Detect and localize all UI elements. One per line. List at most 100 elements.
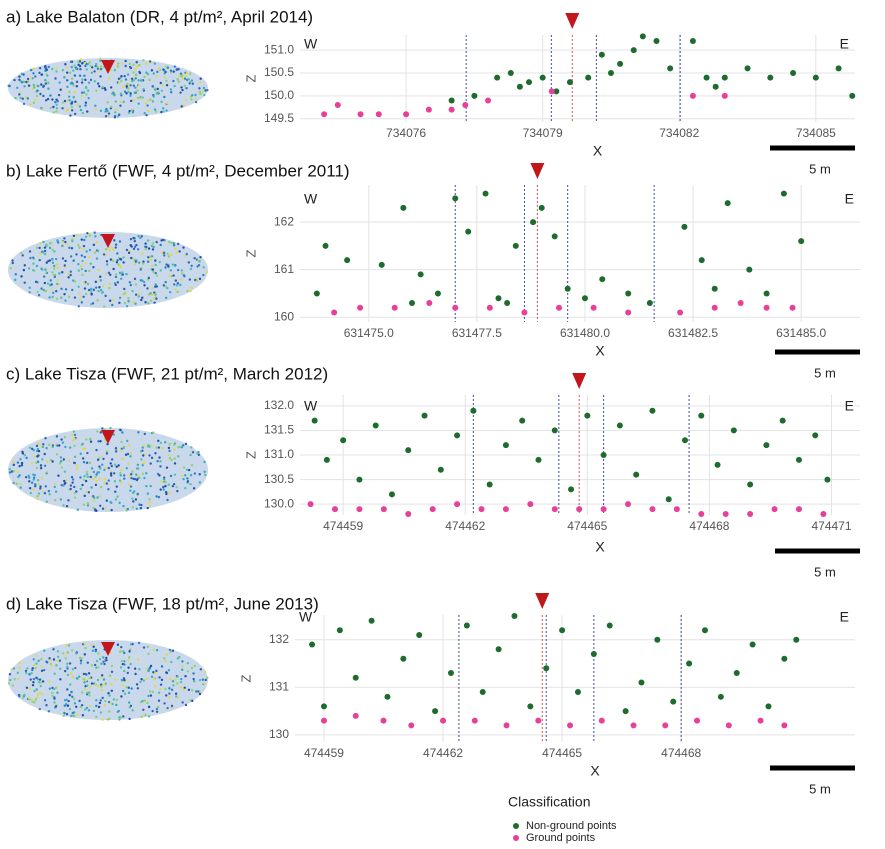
point-cloud-dot <box>131 491 135 494</box>
point-cloud-dot <box>120 468 123 471</box>
point-cloud-dot <box>27 267 31 270</box>
point-cloud-dot <box>44 79 47 82</box>
point-cloud-dot <box>130 473 133 476</box>
point-cloud-dot <box>159 81 162 85</box>
point-cloud-dot <box>119 257 122 261</box>
point-cloud-dot <box>186 480 190 483</box>
point-cloud-dot <box>190 688 194 692</box>
point-cloud-dot <box>76 103 79 106</box>
data-point <box>516 83 523 90</box>
point-cloud-dot <box>123 477 126 480</box>
point-cloud-dot <box>146 239 150 242</box>
point-cloud-dot <box>63 479 66 483</box>
data-point <box>432 708 439 715</box>
point-cloud-dot <box>37 483 41 486</box>
point-cloud-dot <box>176 242 180 246</box>
point-cloud-dot <box>42 443 45 446</box>
point-cloud-dot <box>39 466 43 470</box>
data-point <box>585 74 592 81</box>
point-cloud-dot <box>171 649 175 652</box>
point-cloud-dot <box>165 694 168 697</box>
point-cloud-dot <box>162 486 165 489</box>
point-cloud-dot <box>23 264 26 267</box>
point-cloud-dot <box>73 296 77 299</box>
point-cloud-dot <box>150 444 153 447</box>
point-cloud-dot <box>58 272 61 275</box>
data-point <box>617 60 624 67</box>
point-cloud-dot <box>121 689 125 693</box>
point-cloud-dot <box>44 82 47 85</box>
point-cloud-dot <box>179 278 182 281</box>
point-cloud-dot <box>40 287 43 290</box>
point-cloud-dot <box>78 105 82 108</box>
point-cloud-dot <box>169 253 173 257</box>
point-cloud-dot <box>36 455 39 458</box>
point-cloud-dot <box>132 84 136 87</box>
point-cloud-dot <box>32 448 35 452</box>
point-cloud-dot <box>189 453 192 457</box>
point-cloud-dot <box>99 440 102 443</box>
data-point <box>681 223 688 230</box>
y-tick-label: 150.5 <box>264 65 294 79</box>
point-cloud-dot <box>152 270 155 274</box>
point-cloud-dot <box>16 671 20 675</box>
point-cloud-dot <box>79 705 83 709</box>
point-cloud-dot <box>155 91 159 95</box>
point-cloud-dot <box>80 238 83 241</box>
point-cloud-dot <box>131 506 135 509</box>
data-point <box>548 88 555 95</box>
data-point <box>454 501 461 508</box>
data-point <box>323 456 330 463</box>
point-cloud-dot <box>70 102 73 105</box>
x-axis-label: X <box>595 539 605 555</box>
point-cloud-dot <box>113 480 117 483</box>
data-point <box>733 670 740 677</box>
point-cloud-dot <box>77 305 81 308</box>
point-cloud-dot <box>164 280 167 284</box>
point-cloud-dot <box>80 267 84 271</box>
point-cloud-dot <box>111 702 114 706</box>
point-cloud-dot <box>119 104 122 107</box>
point-cloud-dot <box>65 712 69 716</box>
point-cloud-dot <box>33 689 36 693</box>
point-cloud-dot <box>96 67 100 70</box>
point-cloud-dot <box>185 87 188 90</box>
point-cloud-dot <box>44 69 47 72</box>
data-point <box>646 299 653 306</box>
point-cloud-dot <box>184 675 187 678</box>
point-cloud-dot <box>49 94 52 97</box>
point-cloud-dot <box>101 507 105 510</box>
point-cloud-dot <box>115 107 118 111</box>
point-cloud-dot <box>39 464 43 467</box>
point-cloud-dot <box>196 452 199 455</box>
point-cloud-dot <box>123 302 127 305</box>
point-cloud-dot <box>178 250 181 253</box>
point-cloud-dot <box>126 87 130 90</box>
data-point <box>313 290 320 297</box>
point-cloud-dot <box>147 302 150 305</box>
point-cloud-dot <box>199 77 202 80</box>
point-cloud-dot <box>79 298 82 301</box>
data-point <box>779 417 786 424</box>
point-cloud-dot <box>154 263 157 267</box>
point-cloud-dot <box>160 678 164 682</box>
data-point <box>725 722 732 729</box>
point-cloud-dot <box>133 277 137 281</box>
point-cloud-dot <box>148 690 152 693</box>
point-cloud-dot <box>132 98 136 102</box>
data-point <box>521 309 528 316</box>
point-cloud-dot <box>103 87 106 90</box>
point-cloud-dot <box>66 673 70 677</box>
data-point <box>568 486 575 493</box>
point-cloud-dot <box>148 666 152 669</box>
point-cloud-dot <box>202 86 206 90</box>
point-cloud-dot <box>93 70 96 73</box>
point-cloud-dot <box>25 671 28 675</box>
point-cloud-dot <box>204 678 207 682</box>
data-point <box>526 79 533 86</box>
point-cloud-dot <box>154 285 157 288</box>
point-cloud-dot <box>79 487 83 491</box>
point-cloud-dot <box>136 493 139 496</box>
point-cloud-dot <box>8 468 12 471</box>
